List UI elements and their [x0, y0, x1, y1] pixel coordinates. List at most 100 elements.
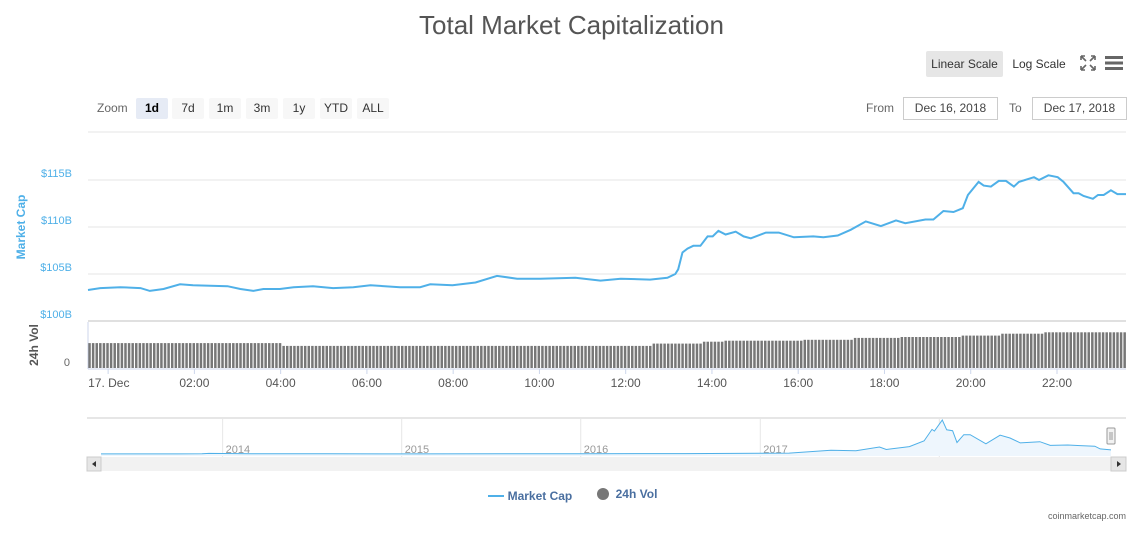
volume-bar[interactable] [968, 335, 972, 368]
volume-bar[interactable] [781, 340, 785, 368]
volume-bar[interactable] [458, 345, 461, 368]
volume-bar[interactable] [1094, 332, 1098, 368]
volume-bar[interactable] [947, 337, 950, 368]
volume-bar[interactable] [778, 340, 781, 368]
volume-bar[interactable] [551, 345, 555, 368]
volume-bar[interactable] [749, 340, 753, 368]
to-date-input[interactable]: Dec 17, 2018 [1032, 97, 1127, 120]
volume-bar[interactable] [684, 343, 688, 368]
volume-bar[interactable] [271, 343, 275, 368]
volume-bar[interactable] [145, 343, 149, 368]
volume-bar[interactable] [91, 343, 95, 368]
volume-bar[interactable] [785, 340, 789, 368]
volume-bar[interactable] [620, 345, 623, 368]
volume-bar[interactable] [641, 345, 645, 368]
volume-bar[interactable] [864, 337, 868, 368]
volume-bar[interactable] [153, 343, 156, 368]
volume-bar[interactable] [954, 337, 957, 368]
volume-bar[interactable] [472, 345, 476, 368]
volume-bar[interactable] [447, 345, 451, 368]
volume-bar[interactable] [109, 343, 113, 368]
volume-bar[interactable] [318, 345, 321, 368]
volume-bar[interactable] [1112, 332, 1116, 368]
market-cap-line[interactable] [87, 174, 1126, 292]
volume-bar[interactable] [393, 345, 397, 368]
volume-bar[interactable] [638, 345, 641, 368]
volume-bar[interactable] [365, 345, 368, 368]
volume-bar[interactable] [372, 345, 375, 368]
volume-bar[interactable] [753, 340, 756, 368]
volume-bar[interactable] [803, 339, 807, 368]
volume-bar[interactable] [138, 343, 142, 368]
volume-bar[interactable] [451, 345, 454, 368]
volume-bar[interactable] [839, 339, 842, 368]
volume-bar[interactable] [1058, 332, 1062, 368]
volume-bar[interactable] [268, 343, 271, 368]
volume-bar[interactable] [774, 340, 778, 368]
volume-bar[interactable] [1055, 332, 1058, 368]
volume-bar[interactable] [976, 335, 979, 368]
volume-bar[interactable] [764, 340, 767, 368]
volume-bar[interactable] [692, 343, 695, 368]
volume-bar[interactable] [487, 345, 490, 368]
linear-scale-button[interactable]: Linear Scale [926, 51, 1003, 77]
volume-bar[interactable] [329, 345, 332, 368]
volume-bar[interactable] [562, 345, 566, 368]
volume-bar[interactable] [127, 343, 131, 368]
volume-bar[interactable] [559, 345, 562, 368]
legend-item-market-cap[interactable]: Market Cap [486, 489, 572, 503]
volume-bar[interactable] [792, 340, 796, 368]
volume-bar[interactable] [498, 345, 501, 368]
volume-bar[interactable] [1065, 332, 1069, 368]
volume-bar[interactable] [889, 337, 893, 368]
volume-bar[interactable] [882, 337, 886, 368]
volume-bar[interactable] [1091, 332, 1094, 368]
volume-bar[interactable] [160, 343, 163, 368]
volume-bar[interactable] [602, 345, 605, 368]
volume-bar[interactable] [142, 343, 145, 368]
volume-bar[interactable] [490, 345, 494, 368]
volume-bar[interactable] [185, 343, 188, 368]
fullscreen-icon[interactable] [1079, 54, 1097, 72]
volume-bar[interactable] [117, 343, 120, 368]
volume-bar[interactable] [332, 345, 336, 368]
volume-bar[interactable] [163, 343, 167, 368]
volume-bar[interactable] [250, 343, 253, 368]
volume-bar[interactable] [325, 345, 329, 368]
volume-bar[interactable] [508, 345, 512, 368]
volume-bar[interactable] [120, 343, 124, 368]
volume-bar[interactable] [113, 343, 116, 368]
volume-bar[interactable] [932, 337, 936, 368]
volume-bar[interactable] [940, 337, 943, 368]
credit-link[interactable]: coinmarketcap.com [1047, 511, 1126, 521]
volume-bar[interactable] [462, 345, 465, 368]
volume-bar[interactable] [314, 345, 318, 368]
volume-bar[interactable] [124, 343, 127, 368]
volume-bar[interactable] [433, 345, 436, 368]
volume-bar[interactable] [760, 340, 763, 368]
volume-bar[interactable] [853, 337, 857, 368]
zoom-1m-button[interactable]: 1m [209, 98, 241, 119]
volume-bar[interactable] [275, 343, 278, 368]
volume-bar[interactable] [1040, 333, 1044, 368]
volume-bar[interactable] [260, 343, 264, 368]
volume-bar[interactable] [663, 343, 666, 368]
volume-bar[interactable] [1008, 333, 1011, 368]
volume-bar[interactable] [1019, 333, 1022, 368]
volume-bar[interactable] [1109, 332, 1112, 368]
volume-bar[interactable] [303, 345, 307, 368]
volume-bar[interactable] [875, 337, 878, 368]
volume-bar[interactable] [311, 345, 314, 368]
volume-bar[interactable] [1080, 332, 1083, 368]
volume-bar[interactable] [343, 345, 346, 368]
zoom-1d-button[interactable]: 1d [136, 98, 168, 119]
volume-bar[interactable] [1015, 333, 1019, 368]
volume-bar[interactable] [623, 345, 627, 368]
volume-bar[interactable] [429, 345, 433, 368]
volume-bar[interactable] [645, 345, 648, 368]
zoom-all-button[interactable]: ALL [357, 98, 389, 119]
volume-bar[interactable] [257, 343, 260, 368]
volume-bar[interactable] [648, 345, 652, 368]
volume-bar[interactable] [149, 343, 152, 368]
volume-bar[interactable] [526, 345, 530, 368]
